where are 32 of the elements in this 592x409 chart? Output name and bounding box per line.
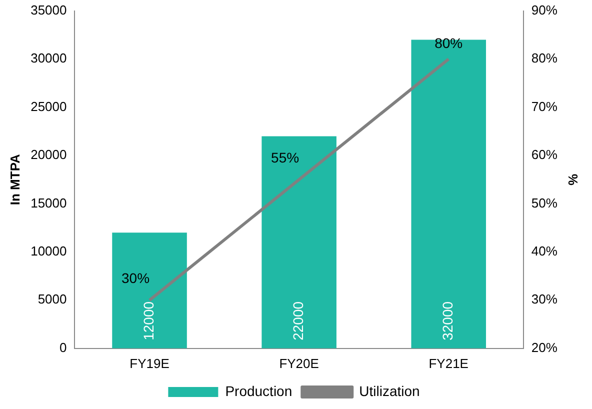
legend-label: Utilization <box>359 382 420 399</box>
bar <box>112 232 187 348</box>
data-label: 32000 <box>439 301 456 340</box>
data-label: 12000 <box>140 301 156 340</box>
y2-tick-label: 20% <box>531 340 558 355</box>
y-tick-label: 25000 <box>30 98 67 114</box>
y-tick-label: 30000 <box>30 50 67 66</box>
y-axis-title: In MTPA <box>7 153 22 206</box>
data-label: 80% <box>434 34 463 51</box>
y-tick-label: 5000 <box>38 292 67 307</box>
data-label: 30% <box>122 270 150 286</box>
y-tick-label: 15000 <box>30 195 67 210</box>
x-tick-label: FY20E <box>279 356 320 371</box>
y2-tick-label: 60% <box>531 147 558 162</box>
legend-label: Production <box>225 382 292 399</box>
y-tick-label: 0 <box>60 340 67 355</box>
bar <box>262 136 336 348</box>
y2-tick-label: 30% <box>531 292 558 307</box>
data-label: 22000 <box>290 301 306 340</box>
y-tick-label: 10000 <box>30 244 67 259</box>
y-tick-label: 35000 <box>30 2 67 18</box>
y2-tick-label: 50% <box>531 195 558 210</box>
bar <box>411 40 486 348</box>
y2-tick-label: 40% <box>531 244 558 259</box>
y2-tick-label: 70% <box>531 98 558 114</box>
data-label: 55% <box>271 149 300 166</box>
y2-tick-label: 90% <box>531 2 558 18</box>
y-tick-label: 20000 <box>30 147 67 162</box>
x-tick-label: FY19E <box>130 356 170 371</box>
y2-axis-title: % <box>566 174 581 186</box>
x-tick-label: FY21E <box>428 356 469 371</box>
y2-tick-label: 80% <box>531 50 558 66</box>
